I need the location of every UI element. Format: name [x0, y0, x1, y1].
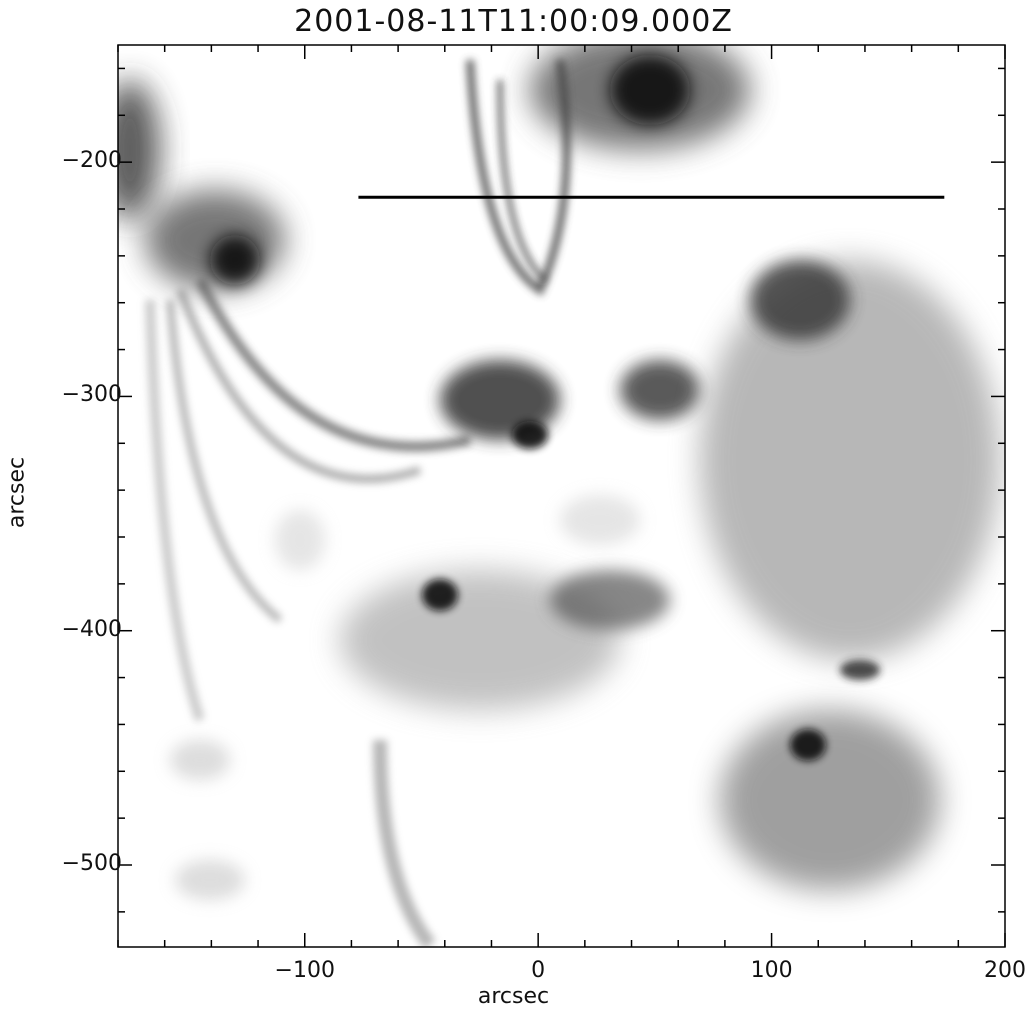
y-axis-label: arcsec	[4, 456, 30, 529]
x-tick-label: 0	[531, 958, 546, 983]
x-tick-label: 200	[984, 958, 1026, 983]
y-tick-label: −500	[61, 851, 122, 876]
tick-marks	[117, 45, 1006, 947]
x-axis-label: arcsec	[477, 984, 550, 1009]
y-tick-label: −400	[61, 616, 122, 642]
x-tick-label: −100	[274, 958, 335, 983]
x-tick-label: 100	[750, 958, 793, 983]
y-tick-label: −300	[61, 382, 122, 408]
emission-structures	[118, 45, 1000, 947]
figure-title: 2001-08-11T11:00:09.000Z	[294, 4, 733, 39]
y-tick-label: −200	[61, 148, 122, 174]
plot-frame	[117, 44, 1006, 948]
